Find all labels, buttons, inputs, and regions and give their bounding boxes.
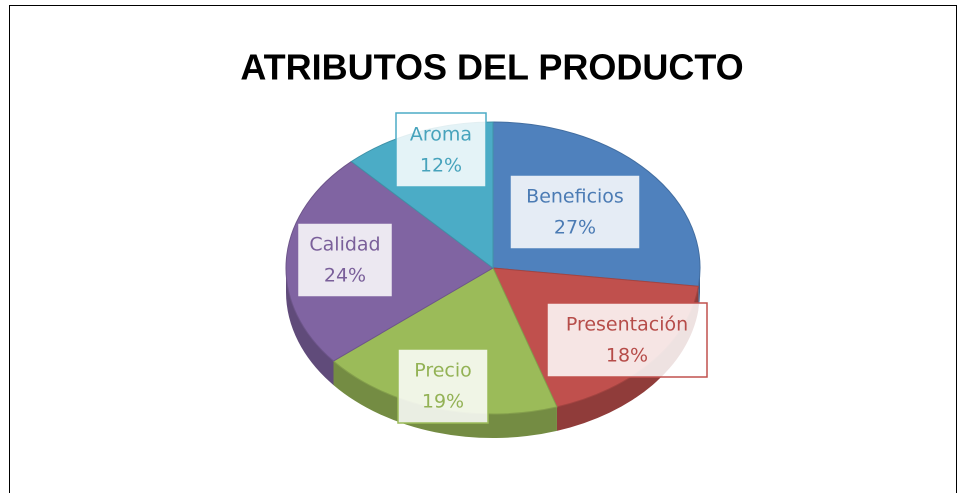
label-box [546, 302, 708, 378]
chart-title: ATRIBUTOS DEL PRODUCTO [240, 47, 743, 88]
label-box [395, 112, 487, 188]
label-category: Presentación [566, 314, 688, 336]
label-value: 12% [420, 155, 462, 177]
slice-side [286, 268, 334, 386]
label-category: Aroma [410, 124, 472, 146]
label-value: 24% [324, 265, 366, 287]
label-box [296, 222, 394, 298]
label-box [509, 174, 641, 250]
label-category: Calidad [309, 234, 380, 256]
label-value: 27% [554, 217, 596, 239]
slice-side [333, 361, 557, 438]
label-value: 19% [422, 391, 464, 413]
label-category: Beneficios [526, 186, 624, 208]
label-category: Precio [414, 360, 472, 382]
label-box [397, 348, 489, 424]
label-value: 18% [606, 345, 648, 367]
data-labels: Beneficios 27% Presentación 18% Precio 19% Cal… [296, 112, 708, 424]
